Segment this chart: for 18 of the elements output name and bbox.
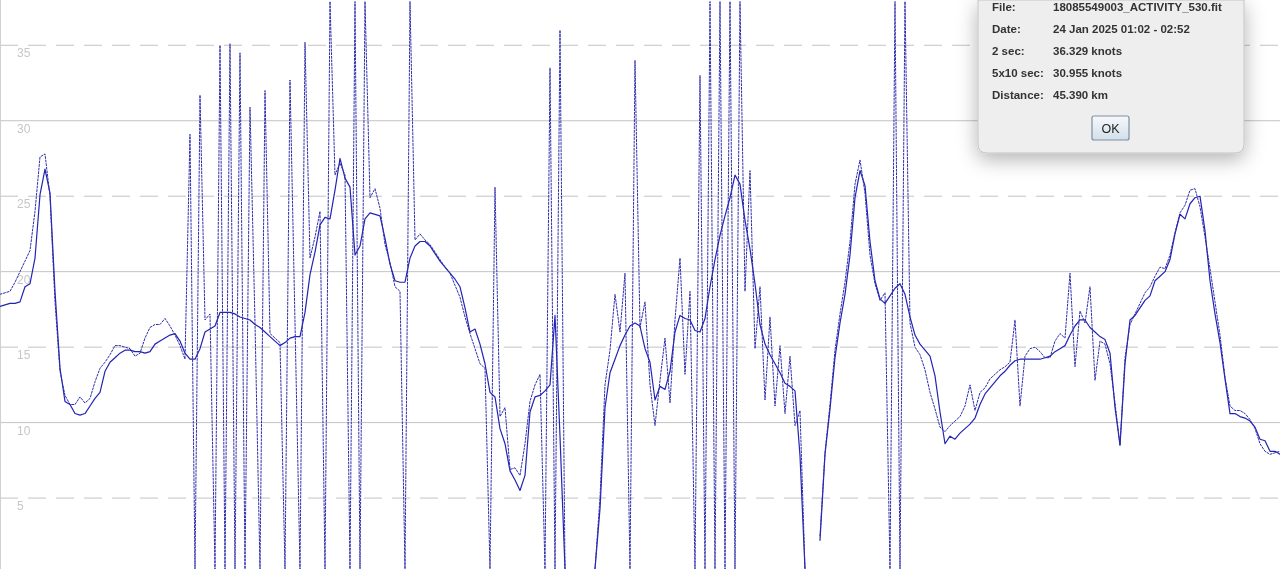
annotation: 36.329 knots <box>1053 45 1123 57</box>
annotation: 45.390 km <box>1053 89 1108 101</box>
annotation: 24 Jan 2025 01:02 - 02:52 <box>1053 23 1190 35</box>
annotation: File: <box>992 1 1016 13</box>
annotation: Date: <box>992 23 1021 35</box>
annotation: 5x10 sec: <box>992 67 1044 79</box>
annotation: OK <box>1101 121 1121 136</box>
annotation: Distance: <box>992 89 1044 101</box>
annotation: 2 sec: <box>992 45 1025 57</box>
y-tick-label: 10 <box>17 423 31 438</box>
annotation: 18085549003_ACTIVITY_530.fit <box>1053 1 1222 13</box>
y-tick-label: 20 <box>17 272 31 287</box>
annotation: 30.955 knots <box>1053 67 1123 79</box>
y-tick-label: 30 <box>17 121 31 136</box>
y-tick-label: 35 <box>17 46 31 61</box>
y-tick-label: 15 <box>17 348 31 363</box>
y-tick-label: 5 <box>17 499 24 514</box>
y-tick-label: 25 <box>17 197 31 212</box>
